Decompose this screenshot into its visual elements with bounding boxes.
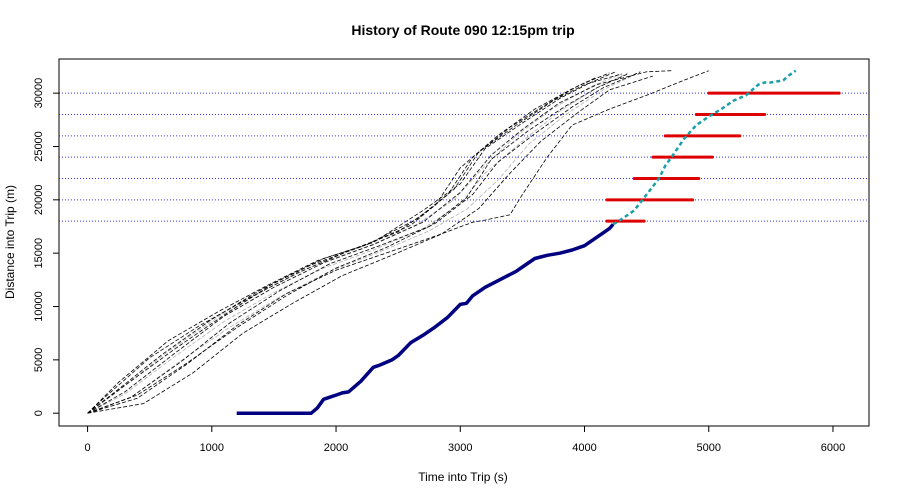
x-tick-label: 0 — [85, 442, 91, 454]
chart-title: History of Route 090 12:15pm trip — [351, 22, 574, 38]
history-trip-line — [87, 70, 709, 414]
history-trip-line — [87, 73, 622, 414]
history-trip-line — [87, 75, 653, 414]
x-tick-label: 6000 — [821, 442, 845, 454]
history-trip-line — [87, 73, 629, 414]
y-tick-label: 5000 — [33, 348, 45, 372]
x-axis-label: Time into Trip (s) — [418, 470, 508, 484]
y-axis-label: Distance into Trip (m) — [3, 185, 17, 299]
x-tick-label: 3000 — [448, 442, 472, 454]
history-trip-line — [87, 72, 629, 414]
x-tick-label: 5000 — [696, 442, 720, 454]
current-trip-line — [236, 223, 615, 415]
history-trip-line — [87, 70, 672, 414]
plot-frame — [58, 58, 870, 427]
y-tick-label: 20000 — [33, 185, 45, 216]
history-trip-line — [87, 71, 641, 414]
history-trip-line — [87, 73, 622, 414]
y-tick-label: 30000 — [33, 78, 45, 109]
x-tick-label: 4000 — [572, 442, 596, 454]
prediction-line — [612, 69, 797, 226]
y-tick-label: 10000 — [33, 291, 45, 322]
x-tick-label: 1000 — [200, 442, 224, 454]
history-trip-line — [87, 71, 616, 414]
x-tick-label: 2000 — [324, 442, 348, 454]
y-tick-label: 15000 — [33, 238, 45, 269]
y-tick-label: 25000 — [33, 131, 45, 162]
history-trip-line — [87, 72, 610, 414]
history-trip-line — [87, 74, 635, 414]
plot-area: 0 1000 2000 3000 4000 5000 6000 0 5000 10000 15000… — [33, 58, 870, 454]
history-trip-line — [87, 76, 598, 414]
y-tick-label: 0 — [33, 410, 45, 416]
